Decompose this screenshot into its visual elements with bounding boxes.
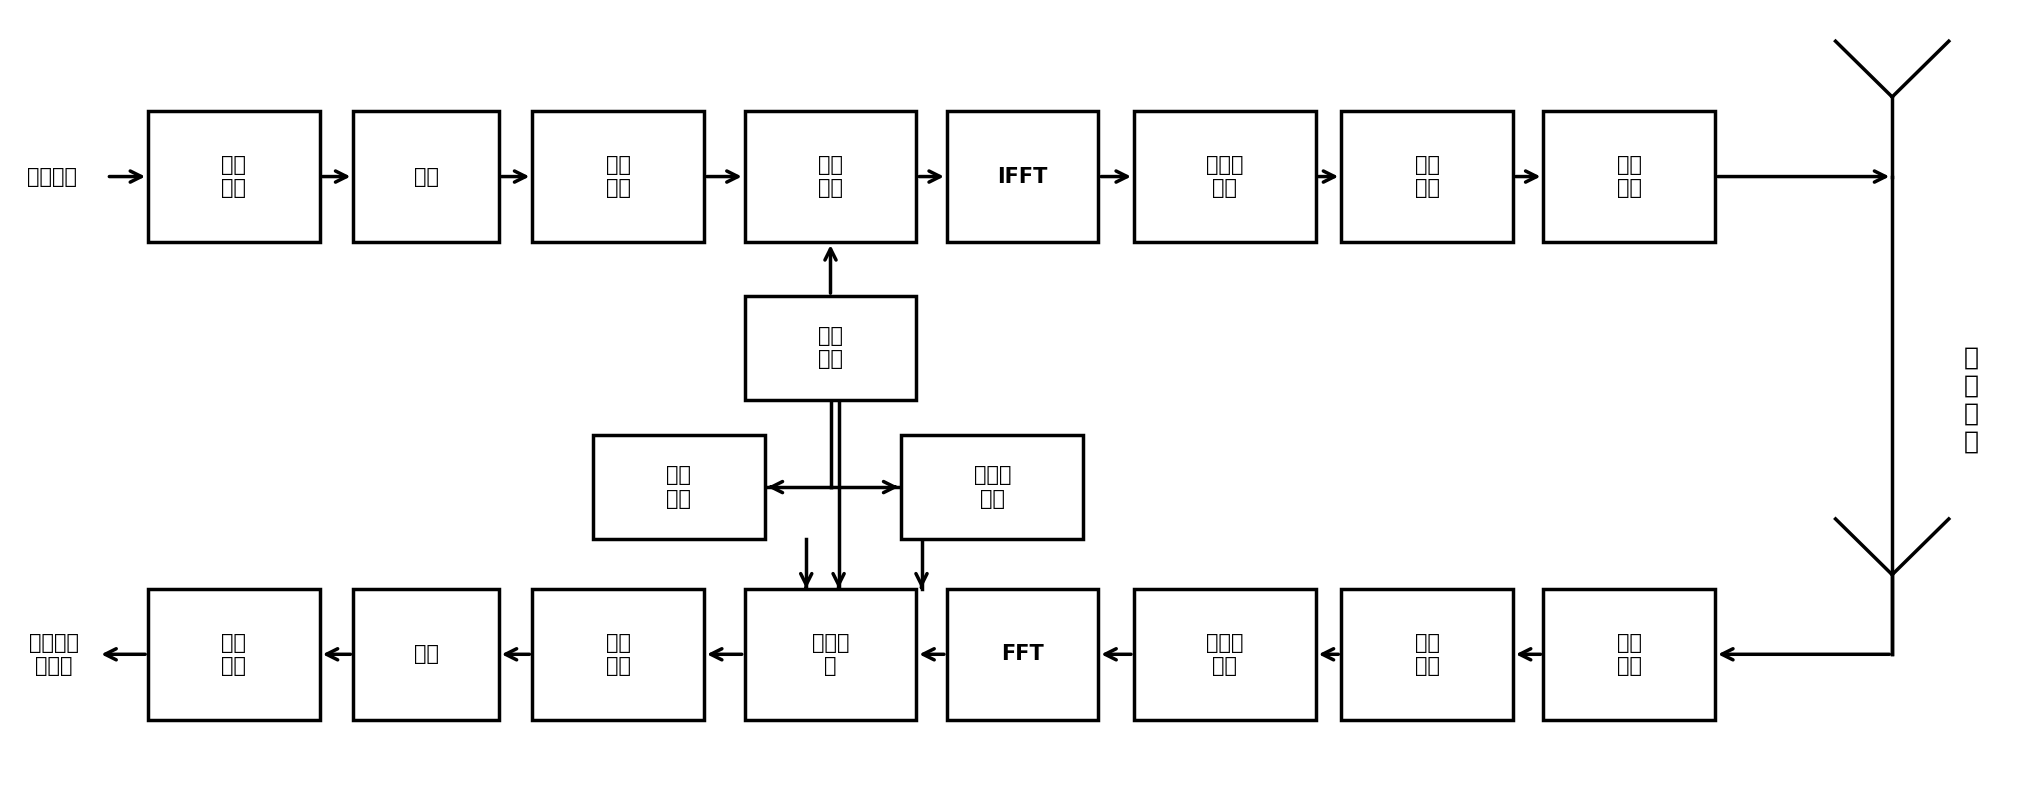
Text: 数模
转换: 数模 转换 xyxy=(1415,155,1440,198)
FancyBboxPatch shape xyxy=(745,296,917,400)
Text: 解调: 解调 xyxy=(413,644,439,664)
Text: 信道
译码: 信道 译码 xyxy=(221,633,247,676)
Text: 射频
处理: 射频 处理 xyxy=(1616,633,1642,676)
FancyBboxPatch shape xyxy=(352,111,498,242)
FancyBboxPatch shape xyxy=(148,589,320,720)
Text: 加循环
前缀: 加循环 前缀 xyxy=(1207,155,1243,198)
FancyBboxPatch shape xyxy=(593,435,765,539)
FancyBboxPatch shape xyxy=(1341,589,1513,720)
Text: 数据解
复用: 数据解 复用 xyxy=(974,466,1010,509)
FancyBboxPatch shape xyxy=(352,589,498,720)
FancyBboxPatch shape xyxy=(1341,111,1513,242)
Text: 串并
转换: 串并 转换 xyxy=(605,155,630,198)
Text: 接收的信
源数据: 接收的信 源数据 xyxy=(28,633,79,676)
FancyBboxPatch shape xyxy=(533,589,705,720)
FancyBboxPatch shape xyxy=(1543,589,1715,720)
Text: 信道估
计: 信道估 计 xyxy=(812,633,848,676)
Text: 射频
处理: 射频 处理 xyxy=(1616,155,1642,198)
FancyBboxPatch shape xyxy=(745,589,917,720)
FancyBboxPatch shape xyxy=(148,111,320,242)
Text: 去循环
前缀: 去循环 前缀 xyxy=(1207,633,1243,676)
FancyBboxPatch shape xyxy=(1543,111,1715,242)
Text: 信道
编码: 信道 编码 xyxy=(221,155,247,198)
Text: 并串
转换: 并串 转换 xyxy=(605,633,630,676)
Text: 数据
复用: 数据 复用 xyxy=(818,155,842,198)
Text: 滤波
器组: 滤波 器组 xyxy=(666,466,691,509)
Text: 无
线
信
道: 无 线 信 道 xyxy=(1964,346,1978,453)
Text: IFFT: IFFT xyxy=(998,166,1047,186)
FancyBboxPatch shape xyxy=(948,589,1098,720)
Text: 导频
数据: 导频 数据 xyxy=(818,326,842,369)
Text: 调制: 调制 xyxy=(413,166,439,186)
FancyBboxPatch shape xyxy=(1134,589,1316,720)
Text: FFT: FFT xyxy=(1000,644,1045,664)
FancyBboxPatch shape xyxy=(533,111,705,242)
FancyBboxPatch shape xyxy=(901,435,1083,539)
FancyBboxPatch shape xyxy=(745,111,917,242)
Text: 数模
转换: 数模 转换 xyxy=(1415,633,1440,676)
Text: 信源数据: 信源数据 xyxy=(26,166,77,186)
FancyBboxPatch shape xyxy=(948,111,1098,242)
FancyBboxPatch shape xyxy=(1134,111,1316,242)
